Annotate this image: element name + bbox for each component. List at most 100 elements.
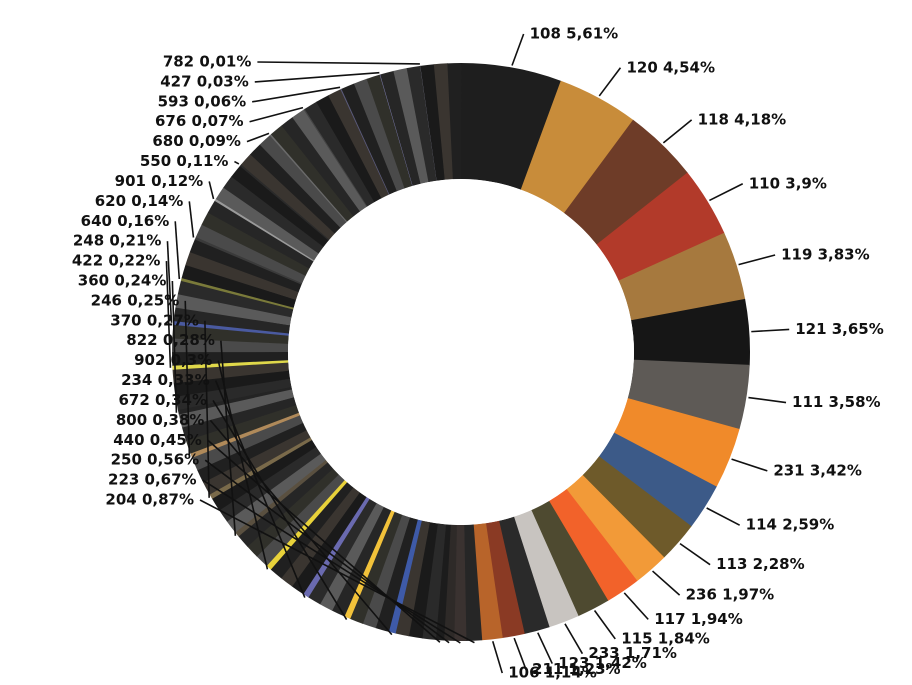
slice-other [226,453,326,533]
slice-other [201,212,310,276]
leader-370 [204,320,210,498]
slice-other [250,144,341,234]
leader-231 [731,458,768,472]
label-118: 118 4,18% [698,110,787,128]
slice-other [189,238,302,293]
slice-672 [344,510,395,619]
slice-other [191,415,304,471]
label-117: 117 1,94% [654,610,743,628]
leader-118 [662,119,693,144]
label-800: 800 0,38% [116,411,205,429]
slice-other [197,422,307,483]
slice-other [219,446,321,522]
slice-other [281,117,361,217]
leader-246 [184,300,191,457]
leader-427 [254,71,380,83]
leader-680 [246,132,270,143]
leader-114 [706,507,741,526]
leader-822 [220,340,237,536]
label-108: 108 5,61% [530,25,619,43]
leader-111 [748,396,787,404]
slice-other [270,125,354,222]
label-111: 111 3,58% [792,393,881,411]
slice-110 [596,172,725,281]
slice-other [375,517,418,632]
slice-other [223,176,324,254]
slice-117 [548,489,638,601]
slice-115 [531,500,609,617]
label-231: 231 3,42% [773,461,862,479]
slice-other [447,63,462,180]
label-123: 123 1,42% [558,654,647,672]
leader-248 [166,241,173,323]
label-640: 640 0,16% [81,212,170,230]
slice-other [304,101,375,207]
leader-620 [188,201,195,238]
slice-other [185,404,300,454]
label-121: 121 3,65% [795,320,884,338]
slice-other [215,187,319,261]
slice-other [185,251,299,300]
slice-620 [194,236,303,285]
slice-231 [613,398,740,488]
slice-other [331,506,392,617]
slice-other [280,487,360,587]
label-106: 106 1,14% [508,664,597,682]
leader-550 [234,160,240,165]
slice-901 [214,198,315,262]
slice-676 [303,108,368,207]
label-248: 248 0,21% [73,232,162,250]
leader-121 [751,328,790,333]
slice-902 [266,479,348,570]
label-250: 250 0,56% [111,451,200,469]
leader-234 [214,380,306,598]
slice-other [175,293,292,326]
slice-other [259,134,347,228]
label-211: 211 1,23% [532,660,621,678]
leader-123 [537,632,553,664]
slice-440 [435,524,451,641]
leader-672 [212,400,348,620]
slice-other [353,78,405,192]
donut-slices [171,63,750,641]
slice-other [175,378,292,411]
label-672: 672 0,34% [118,391,207,409]
leader-676 [249,106,304,123]
leader-640 [174,221,181,280]
slice-593 [340,88,390,195]
slice-236 [566,474,665,582]
label-234: 234 0,33% [121,371,210,389]
leader-593 [252,86,341,103]
slice-other [238,462,334,547]
slice-114 [598,432,717,527]
slice-120 [520,80,634,214]
leader-902 [217,360,269,570]
slice-other [421,523,447,640]
slice-other [341,83,398,195]
label-115: 115 1,84% [621,629,710,647]
leader-782 [257,61,420,65]
leader-236 [652,570,681,596]
slice-108 [461,63,562,190]
label-204: 204 0,87% [105,491,194,509]
slice-other [319,502,384,611]
slice-211 [485,520,525,639]
leader-422 [165,261,172,368]
slice-113 [582,456,692,558]
leader-113 [679,542,711,566]
slice-other [307,498,377,605]
slice-other [172,324,289,344]
slice-other [171,351,289,366]
slice-other [247,468,339,557]
slice-other [173,307,291,334]
slice-223 [453,524,467,641]
leader-117 [623,592,649,620]
slice-other [349,511,403,624]
slice-other [433,63,454,180]
slice-other [173,370,291,397]
slice-other [181,396,297,441]
leader-211 [513,637,527,670]
label-120: 120 4,54% [626,58,715,76]
slice-other [420,64,446,181]
